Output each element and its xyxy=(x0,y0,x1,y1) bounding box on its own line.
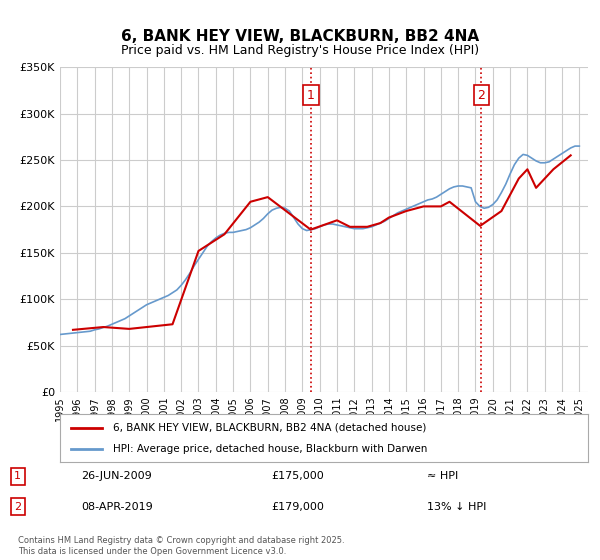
Text: 13% ↓ HPI: 13% ↓ HPI xyxy=(427,502,486,512)
Text: £175,000: £175,000 xyxy=(271,472,324,482)
Text: 26-JUN-2009: 26-JUN-2009 xyxy=(81,472,152,482)
Text: 6, BANK HEY VIEW, BLACKBURN, BB2 4NA (detached house): 6, BANK HEY VIEW, BLACKBURN, BB2 4NA (de… xyxy=(113,423,426,433)
Text: HPI: Average price, detached house, Blackburn with Darwen: HPI: Average price, detached house, Blac… xyxy=(113,444,427,454)
Text: Contains HM Land Registry data © Crown copyright and database right 2025.
This d: Contains HM Land Registry data © Crown c… xyxy=(18,536,344,556)
Text: £179,000: £179,000 xyxy=(271,502,324,512)
Text: 08-APR-2019: 08-APR-2019 xyxy=(81,502,153,512)
Text: 1: 1 xyxy=(14,472,21,482)
Text: ≈ HPI: ≈ HPI xyxy=(427,472,458,482)
Text: 6, BANK HEY VIEW, BLACKBURN, BB2 4NA: 6, BANK HEY VIEW, BLACKBURN, BB2 4NA xyxy=(121,29,479,44)
Text: 2: 2 xyxy=(477,88,485,101)
Text: 1: 1 xyxy=(307,88,315,101)
Text: 2: 2 xyxy=(14,502,22,512)
Text: Price paid vs. HM Land Registry's House Price Index (HPI): Price paid vs. HM Land Registry's House … xyxy=(121,44,479,57)
